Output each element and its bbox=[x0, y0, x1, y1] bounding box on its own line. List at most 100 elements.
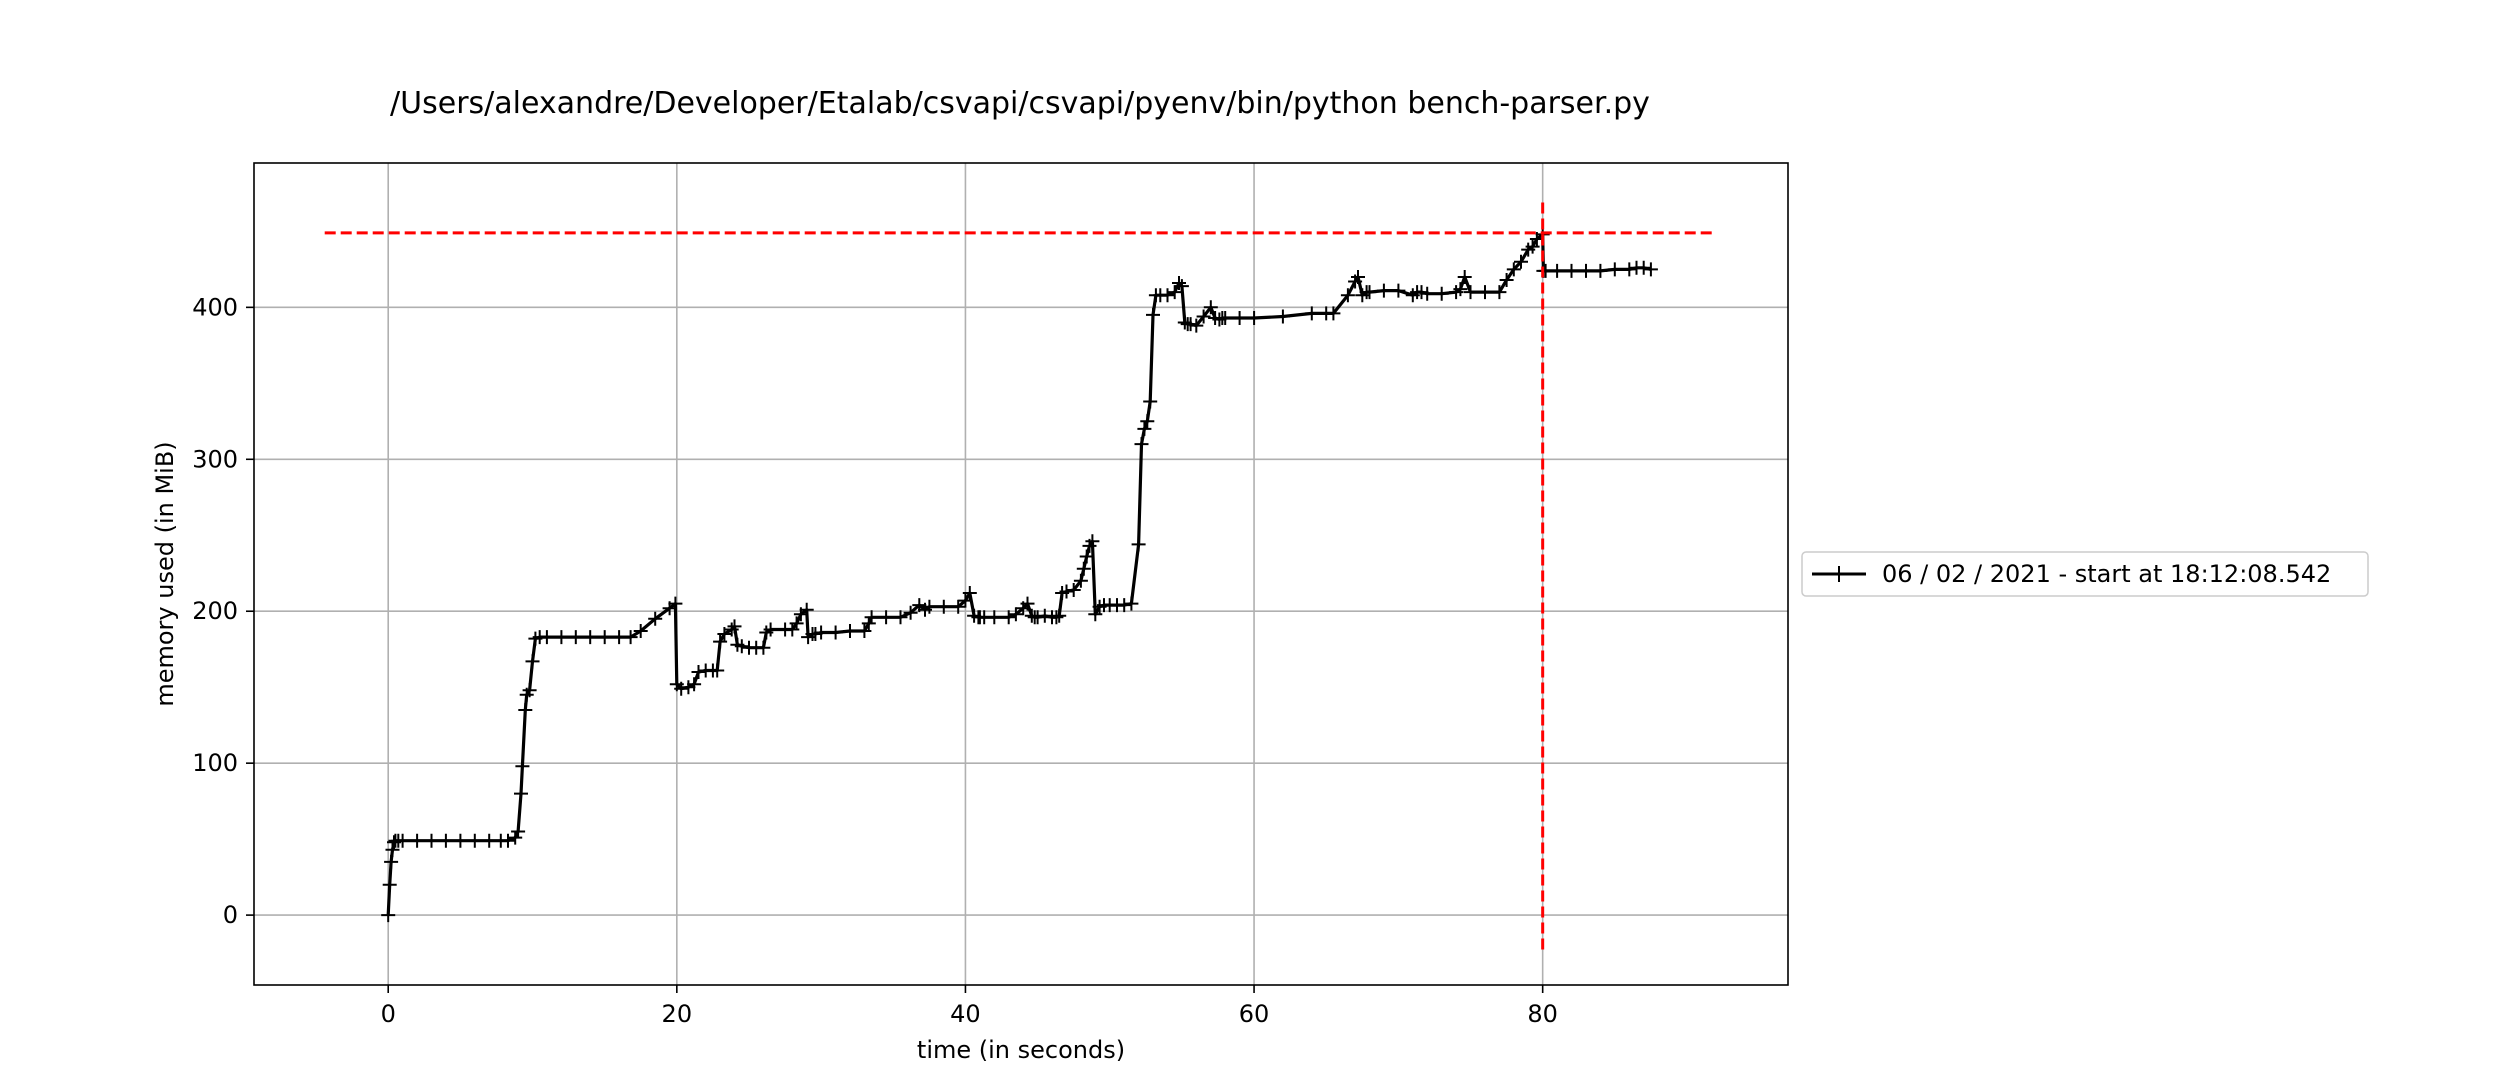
series-point bbox=[1177, 315, 1192, 330]
series-point bbox=[710, 663, 725, 678]
series-point bbox=[1232, 311, 1247, 325]
series-point bbox=[1001, 610, 1016, 625]
series-point bbox=[648, 611, 663, 626]
series-point bbox=[1143, 394, 1158, 409]
series-point bbox=[633, 624, 648, 638]
series-point bbox=[1391, 283, 1406, 298]
series-point bbox=[962, 586, 977, 600]
series-point bbox=[1085, 534, 1100, 549]
y-tick-label-3: 300 bbox=[192, 445, 238, 473]
series-point bbox=[1218, 311, 1233, 325]
series-point bbox=[724, 622, 739, 637]
series-point bbox=[1196, 309, 1211, 324]
series-point bbox=[1183, 317, 1198, 332]
series-point bbox=[1492, 285, 1507, 300]
series-point bbox=[717, 627, 732, 641]
series-point bbox=[864, 610, 879, 625]
series-point bbox=[1134, 437, 1149, 452]
series-point bbox=[568, 630, 583, 645]
series-point bbox=[1275, 309, 1290, 324]
series-point bbox=[1076, 561, 1091, 576]
series-point bbox=[501, 833, 515, 848]
series-point bbox=[1073, 573, 1088, 588]
series-point bbox=[1049, 610, 1064, 625]
series-point bbox=[1172, 276, 1186, 290]
series-point bbox=[1420, 286, 1435, 301]
series-point bbox=[424, 833, 439, 848]
series-point bbox=[1593, 263, 1608, 278]
series-point bbox=[1174, 279, 1189, 294]
series-point bbox=[958, 593, 973, 608]
series-point bbox=[763, 622, 778, 637]
series-point bbox=[1414, 285, 1429, 300]
series-point bbox=[1499, 273, 1514, 287]
series-point bbox=[903, 605, 918, 620]
series-point bbox=[1326, 306, 1341, 321]
series-point bbox=[395, 833, 410, 848]
series-point bbox=[1079, 549, 1094, 564]
series-point bbox=[1478, 285, 1492, 300]
y-axis-label: memory used (in MiB) bbox=[151, 441, 179, 706]
x-tick-label-1: 20 bbox=[662, 1000, 693, 1028]
series-point bbox=[1564, 263, 1579, 278]
series-point bbox=[583, 630, 598, 645]
series-point bbox=[1636, 260, 1651, 275]
series-point bbox=[1607, 262, 1622, 277]
series-point bbox=[1351, 270, 1365, 284]
series-point bbox=[525, 654, 540, 669]
series-point bbox=[382, 877, 397, 892]
series-point bbox=[1506, 262, 1521, 277]
series-point bbox=[1463, 285, 1478, 300]
series-point bbox=[828, 625, 843, 640]
series-point bbox=[1362, 285, 1377, 300]
x-tick-label-4: 80 bbox=[1527, 1000, 1558, 1028]
series-point bbox=[814, 625, 829, 640]
series-point bbox=[438, 833, 453, 848]
y-tick-label-0: 0 bbox=[223, 901, 238, 929]
series-point bbox=[879, 610, 894, 625]
series-point bbox=[1550, 263, 1565, 278]
axis-ticks: 0 20 40 60 80 0 100 200 300 400 bbox=[192, 293, 1558, 1028]
series-point bbox=[1247, 311, 1262, 325]
plot-area bbox=[254, 163, 1788, 985]
series-point bbox=[713, 634, 728, 649]
series-point bbox=[1376, 283, 1391, 298]
series-point bbox=[1212, 312, 1227, 327]
series-point bbox=[1167, 285, 1182, 300]
series-point bbox=[1189, 318, 1204, 333]
x-tick-label-0: 0 bbox=[381, 1000, 396, 1028]
series-point bbox=[727, 619, 742, 634]
x-tick-label-3: 60 bbox=[1239, 1000, 1270, 1028]
series-point bbox=[539, 630, 554, 645]
grid-lines bbox=[254, 163, 1788, 985]
series-point bbox=[1203, 300, 1218, 315]
series-point bbox=[1140, 414, 1155, 429]
y-tick-label-2: 200 bbox=[192, 597, 238, 625]
series-point bbox=[922, 599, 937, 614]
series-point bbox=[381, 908, 396, 923]
series-point bbox=[623, 630, 638, 645]
series-point bbox=[674, 681, 689, 696]
plot-frame bbox=[253, 162, 1789, 986]
series-point bbox=[508, 830, 523, 845]
series-point bbox=[467, 833, 482, 848]
series-point bbox=[1457, 270, 1472, 284]
series-point bbox=[554, 630, 569, 645]
series-point bbox=[789, 616, 804, 631]
series-point bbox=[1146, 307, 1160, 322]
series-point bbox=[808, 627, 823, 641]
series-point bbox=[410, 833, 425, 848]
series-point bbox=[857, 624, 872, 638]
legend-series-label: 06 / 02 / 2021 - start at 18:12:08.542 bbox=[1882, 560, 2331, 588]
series-point bbox=[1037, 608, 1052, 623]
series-point bbox=[1030, 610, 1045, 625]
series-point bbox=[1453, 282, 1468, 297]
series-marker-layer bbox=[381, 227, 1658, 923]
legend: 06 / 02 / 2021 - start at 18:12:08.542 bbox=[1801, 551, 2369, 597]
y-tick-label-4: 400 bbox=[192, 293, 238, 321]
series-point bbox=[1052, 608, 1067, 623]
series-point bbox=[1117, 598, 1132, 613]
series-point bbox=[1008, 607, 1023, 622]
series-point bbox=[1160, 288, 1175, 303]
